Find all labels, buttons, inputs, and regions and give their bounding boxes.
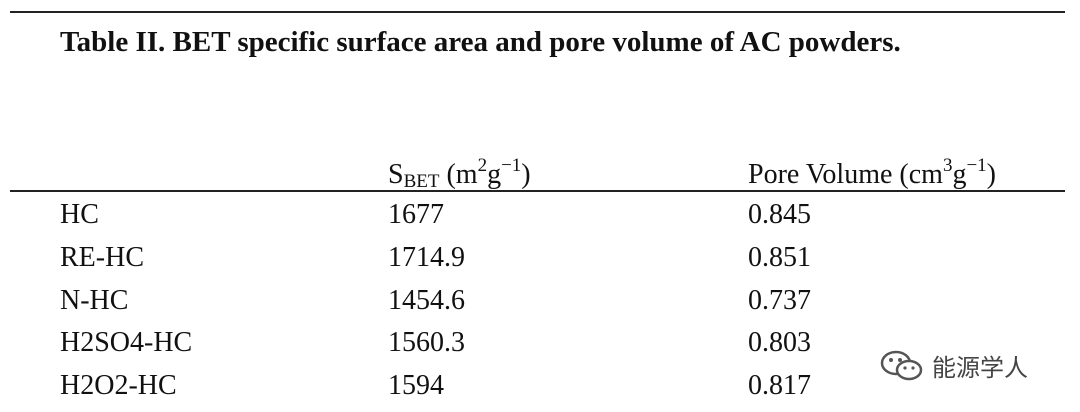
table-cell: 1714.9 (388, 241, 465, 273)
table-cell: 1560.3 (388, 327, 465, 359)
table-cell: 1594 (388, 370, 444, 402)
header-text: S (388, 159, 404, 190)
table-cell: 1677 (388, 199, 444, 230)
header-sup: −1 (501, 155, 522, 176)
row-label: H2SO4-HC (60, 327, 193, 359)
header-pore-volume: Pore Volume (cm3g−1) (748, 146, 996, 195)
header-text: g (952, 159, 967, 190)
header-sup: −1 (966, 155, 987, 176)
header-text: ) (986, 159, 996, 190)
row-label: HC (60, 199, 99, 230)
table-title: Table II. BET specific surface area and … (60, 26, 901, 58)
header-sub: BET (403, 171, 440, 192)
header-text: g (487, 159, 502, 190)
header-text: ) (521, 159, 531, 190)
row-label: N-HC (60, 284, 129, 316)
header-sbet: SBET (m2g−1) (388, 146, 531, 202)
top-rule (10, 11, 1065, 13)
header-text: (m (439, 159, 478, 190)
watermark: 能源学人 (880, 348, 1028, 383)
table-cell: 0.737 (748, 284, 811, 316)
table-cell: 0.803 (748, 327, 811, 359)
header-rule (10, 190, 1065, 192)
table-cell: 1454.6 (388, 284, 465, 316)
table-cell: 0.817 (748, 370, 811, 402)
table-cell: 0.851 (748, 241, 811, 273)
row-label: H2O2-HC (60, 370, 177, 402)
table-cell: 0.845 (748, 199, 811, 230)
header-sup: 3 (942, 155, 953, 176)
row-label: RE-HC (60, 241, 144, 273)
header-text: Pore Volume (cm (748, 159, 943, 190)
wechat-icon (880, 350, 923, 380)
header-sup: 2 (477, 155, 488, 176)
watermark-text: 能源学人 (932, 354, 1028, 382)
